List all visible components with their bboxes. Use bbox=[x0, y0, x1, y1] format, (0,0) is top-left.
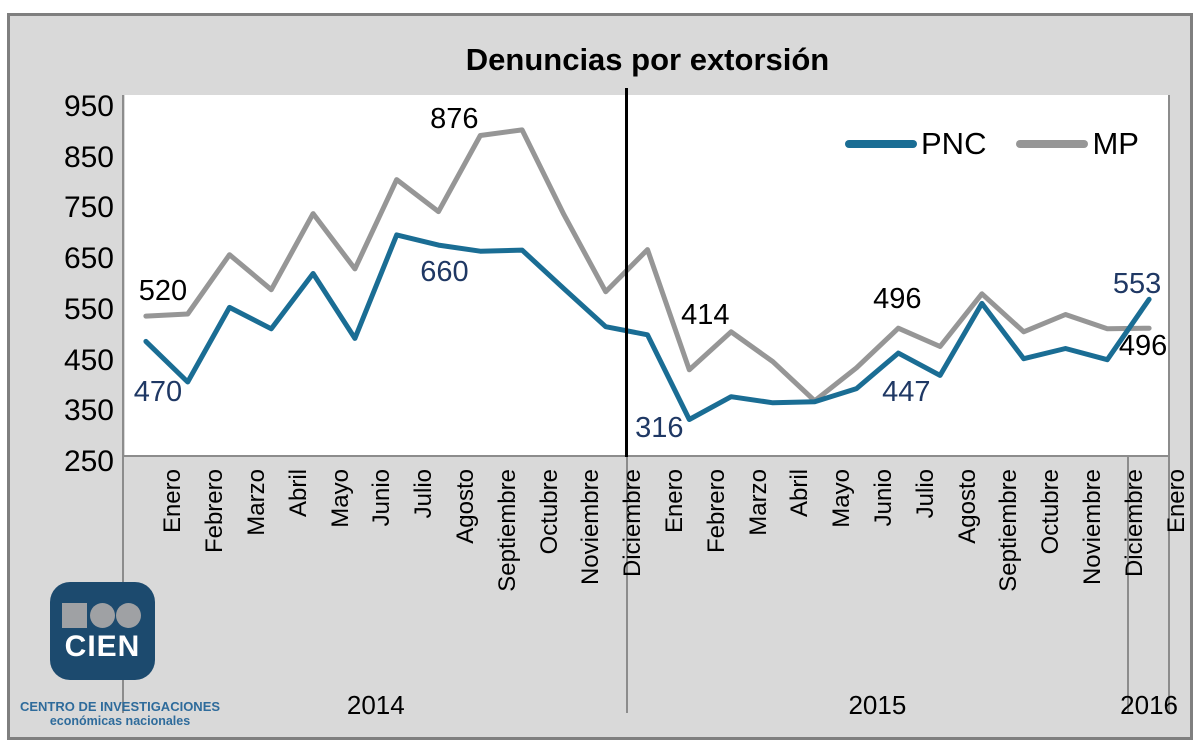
line-series-svg bbox=[143, 127, 1152, 422]
x-tick-month-label: Mayo bbox=[828, 469, 856, 528]
x-tick-month-label: Abril bbox=[786, 469, 814, 518]
y-tick-label: 550 bbox=[63, 292, 114, 326]
y-tick-label: 750 bbox=[63, 191, 114, 225]
plot-right-edge-line bbox=[1168, 95, 1170, 713]
organization-name-line1: CENTRO DE INVESTIGACIONES bbox=[19, 699, 221, 714]
organization-name-line2: económicas nacionales bbox=[49, 714, 191, 728]
data-label-pnc-660: 660 bbox=[420, 256, 469, 289]
x-year-label: 2016 bbox=[1120, 690, 1179, 720]
x-tick-month-label: Mayo bbox=[326, 469, 354, 528]
x-tick-month-label: Noviembre bbox=[577, 469, 605, 586]
y-tick-label: 250 bbox=[63, 445, 114, 478]
y-tick-label: 950 bbox=[63, 90, 114, 123]
legend-label: PNC bbox=[921, 126, 987, 161]
data-label-mp-414: 414 bbox=[681, 298, 730, 331]
chart-legend: PNC MP bbox=[845, 124, 1139, 164]
x-tick-month-label: Noviembre bbox=[1079, 469, 1106, 586]
x-tick-month-label: Marzo bbox=[243, 469, 270, 536]
x-tick-month-label: Septiembre bbox=[493, 469, 521, 592]
legend-item-pnc: PNC bbox=[845, 126, 986, 162]
y-axis-line bbox=[122, 95, 124, 713]
cien-logo: CIEN bbox=[50, 582, 155, 680]
data-label-pnc-447: 447 bbox=[882, 376, 931, 409]
x-tick-month-label: Enero bbox=[159, 469, 187, 534]
logo-circle-icon bbox=[116, 603, 141, 628]
year-separator-line bbox=[1127, 457, 1130, 713]
data-label-mp-520: 520 bbox=[138, 275, 188, 308]
data-label-pnc-316: 316 bbox=[635, 411, 684, 444]
year-separator-line bbox=[625, 457, 628, 713]
x-tick-month-label: Enero bbox=[1162, 469, 1190, 534]
x-tick-month-label: Junio bbox=[870, 469, 897, 527]
data-label-mp-876: 876 bbox=[430, 102, 479, 135]
data-label-mp-496: 496 bbox=[873, 283, 922, 316]
x-tick-month-label: Junio bbox=[368, 469, 396, 527]
data-label-mp-496: 496 bbox=[1118, 330, 1168, 363]
chart-title: Denuncias por extorsión bbox=[465, 42, 830, 77]
x-tick-month-label: Diciembre bbox=[619, 469, 647, 578]
year-divider-line bbox=[625, 88, 628, 457]
logo-circle-icon bbox=[90, 603, 115, 628]
x-year-label: 2014 bbox=[346, 690, 405, 720]
x-tick-month-label: Julio bbox=[911, 469, 939, 519]
x-tick-month-label: Octubre bbox=[535, 469, 563, 555]
y-tick-label: 850 bbox=[63, 140, 114, 174]
legend-swatch-icon bbox=[845, 140, 917, 148]
x-axis-line bbox=[122, 455, 1170, 457]
plot-area bbox=[125, 95, 1170, 457]
legend-label: MP bbox=[1092, 126, 1139, 161]
cien-logo-shapes-icon bbox=[62, 603, 142, 628]
legend-item-mp: MP bbox=[1016, 126, 1139, 162]
series-line-pnc bbox=[143, 232, 1152, 422]
x-tick-month-label: Abril bbox=[284, 469, 312, 518]
cien-logo-wordmark: CIEN bbox=[64, 630, 141, 663]
x-tick-month-label: Febrero bbox=[201, 469, 229, 554]
x-tick-month-label: Agosto bbox=[953, 469, 981, 544]
data-label-pnc-470: 470 bbox=[133, 376, 183, 409]
data-label-pnc-553: 553 bbox=[1112, 268, 1162, 301]
y-tick-label: 350 bbox=[63, 394, 114, 428]
x-year-label: 2015 bbox=[848, 690, 907, 720]
x-tick-month-label: Julio bbox=[410, 469, 438, 519]
logo-square-icon bbox=[62, 603, 87, 628]
x-tick-month-label: Febrero bbox=[702, 469, 730, 554]
y-tick-label: 650 bbox=[63, 242, 114, 276]
x-tick-month-label: Octubre bbox=[1037, 469, 1065, 555]
series-line-mp bbox=[143, 127, 1152, 404]
x-tick-month-label: Marzo bbox=[744, 469, 772, 536]
organization-name: CENTRO DE INVESTIGACIONES económicas nac… bbox=[15, 699, 225, 729]
x-tick-month-label: Diciembre bbox=[1120, 469, 1148, 578]
legend-swatch-icon bbox=[1016, 140, 1089, 148]
x-tick-month-label: Septiembre bbox=[995, 469, 1023, 592]
x-tick-month-label: Agosto bbox=[452, 469, 479, 544]
x-tick-month-label: Enero bbox=[661, 469, 688, 534]
y-tick-label: 450 bbox=[63, 343, 114, 377]
